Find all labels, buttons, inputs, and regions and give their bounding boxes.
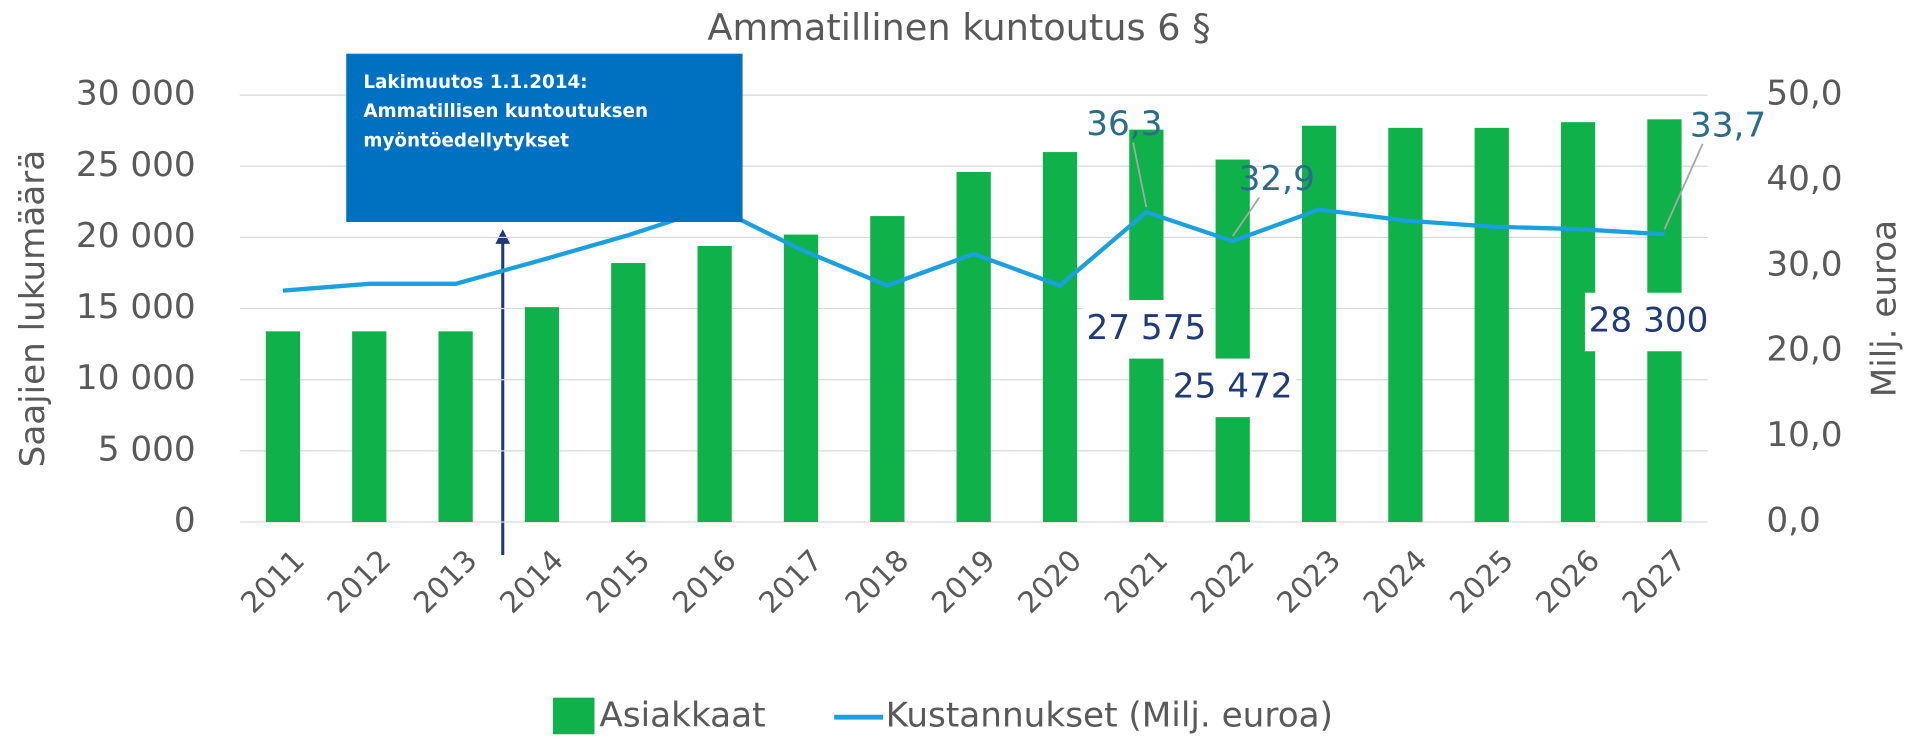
y-tick-label: 0: [174, 501, 196, 541]
leader-line: [1663, 143, 1704, 230]
x-tick-label: 2018: [839, 543, 916, 620]
chart-title: Ammatillinen kuntoutus 6 §: [707, 6, 1210, 49]
line: [282, 204, 1665, 293]
bar: [1215, 159, 1250, 523]
bar-value-label: 28 300: [1589, 301, 1709, 341]
y-tick-label: 25 000: [76, 145, 196, 185]
line-value-label: 33,7: [1690, 105, 1766, 145]
y2-tick-label: 20,0: [1766, 330, 1842, 370]
legend-bar-swatch: [552, 697, 595, 735]
x-tick-label: 2011: [234, 543, 311, 620]
bar-label-bg: [1169, 358, 1297, 418]
bar: [265, 331, 301, 523]
leader-line: [1231, 197, 1260, 237]
x-tick-label: 2026: [1529, 543, 1606, 620]
bar: [1474, 127, 1509, 523]
y-axis-title: Saajien lukumäärä: [13, 150, 53, 468]
y-tick-label: 5 000: [98, 429, 196, 469]
x-tick-label: 2022: [1184, 543, 1261, 620]
x-tick-label: 2019: [925, 543, 1002, 620]
y2-tick-label: 50,0: [1766, 74, 1842, 114]
bar: [870, 216, 905, 523]
x-tick-label: 2014: [493, 543, 570, 620]
annotation-text: myöntöedellytykset: [363, 130, 569, 151]
x-tick-label: 2023: [1270, 543, 1347, 620]
line-value-label: 36,3: [1086, 104, 1162, 144]
bar: [1042, 152, 1078, 523]
y-tick-label: 20 000: [76, 216, 196, 256]
x-tick-label: 2020: [1011, 543, 1088, 620]
bar: [524, 307, 560, 523]
x-tick-label: 2025: [1443, 543, 1520, 620]
bar: [1301, 125, 1337, 523]
legend-label: Asiakkaat: [599, 696, 765, 736]
bar: [352, 331, 387, 523]
x-tick-label: 2015: [580, 543, 657, 620]
bar-value-label: 27 575: [1086, 308, 1206, 348]
bar-label-bg: [1584, 292, 1713, 352]
y2-tick-label: 40,0: [1766, 159, 1842, 199]
bar: [438, 331, 473, 523]
legend-label: Kustannukset (Milj. euroa): [886, 696, 1333, 736]
x-tick-label: 2012: [320, 543, 397, 620]
y-tick-label: 10 000: [76, 358, 196, 398]
y2-tick-label: 30,0: [1766, 244, 1842, 284]
y-tick-label: 30 000: [76, 74, 196, 114]
bar-label-bg: [1082, 300, 1210, 359]
x-tick-label: 2017: [752, 543, 829, 620]
bar: [783, 234, 819, 523]
x-tick-label: 2021: [1098, 543, 1175, 620]
bar: [611, 263, 646, 523]
bar: [697, 245, 732, 523]
leader-line: [1132, 142, 1148, 208]
y-tick-label: 15 000: [76, 287, 196, 327]
annotation-box: [346, 53, 743, 222]
x-tick-label: 2013: [407, 543, 484, 620]
bar: [1388, 127, 1423, 523]
line-value-label: 32,9: [1239, 159, 1315, 199]
x-tick-label: 2024: [1357, 543, 1434, 620]
y2-tick-label: 10,0: [1766, 415, 1842, 455]
y2-tick-label: 0,0: [1766, 501, 1820, 541]
x-tick-label: 2027: [1616, 543, 1693, 620]
bar-value-label: 25 472: [1173, 366, 1293, 406]
bar: [956, 171, 991, 523]
annotation-text: Lakimuutos 1.1.2014:: [363, 72, 587, 93]
y2-axis-title: Milj. euroa: [1865, 220, 1905, 397]
x-tick-label: 2016: [666, 543, 743, 620]
annotation-arrowhead: [495, 229, 511, 244]
annotation-text: Ammatillisen kuntoutuksen: [363, 101, 648, 122]
